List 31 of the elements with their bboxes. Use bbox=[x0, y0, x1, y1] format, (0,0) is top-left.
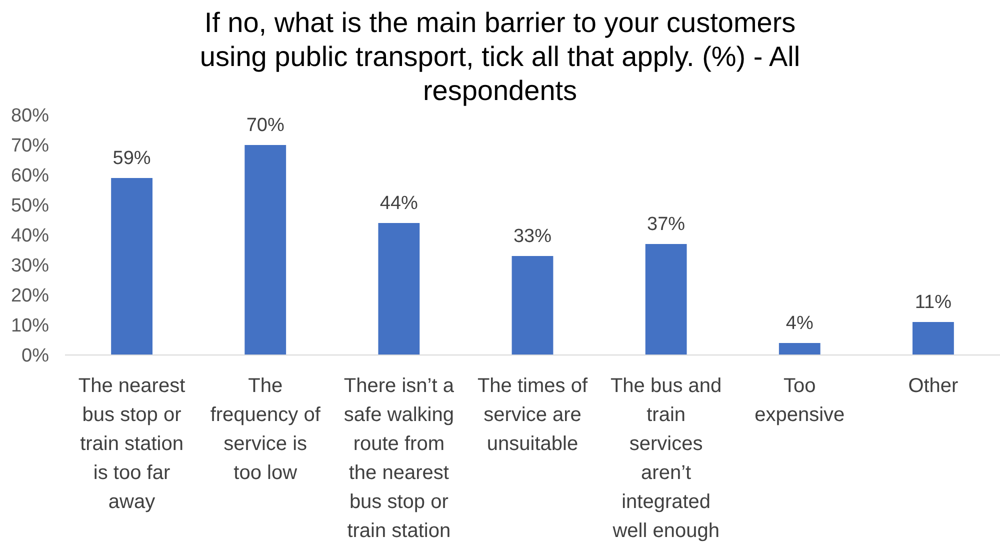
y-tick-label: 80% bbox=[10, 106, 50, 127]
y-tick-label: 20% bbox=[10, 286, 50, 307]
bar bbox=[244, 145, 286, 355]
bar bbox=[645, 244, 687, 355]
x-tick-label: The nearest bus stop or train station is too far away bbox=[78, 375, 186, 513]
data-label: 37% bbox=[647, 214, 686, 235]
data-label: 44% bbox=[380, 193, 418, 214]
y-tick-label: 0% bbox=[22, 346, 50, 367]
bar bbox=[111, 178, 152, 355]
x-tick-label: The frequency of service is too low bbox=[210, 375, 321, 484]
x-tick-label: There isn’t a safe walking route from the nearest bus stop or train station bbox=[344, 375, 455, 542]
chart-title: If no, what is the main barrier to your customers using public transport, tick all that apply. (%) - All respondents bbox=[200, 7, 800, 106]
y-tick-label: 30% bbox=[10, 256, 50, 277]
bar bbox=[912, 322, 954, 355]
data-label: 11% bbox=[914, 292, 952, 313]
y-tick-label: 50% bbox=[10, 196, 50, 217]
data-label: 59% bbox=[112, 148, 151, 169]
bar bbox=[378, 223, 420, 355]
bar bbox=[512, 256, 554, 355]
y-tick-label: 60% bbox=[10, 166, 50, 187]
bar bbox=[778, 343, 820, 355]
y-tick-label: 40% bbox=[10, 226, 50, 247]
x-tick-label: Too expensive bbox=[754, 375, 845, 426]
data-label: 4% bbox=[786, 313, 814, 334]
y-tick-label: 70% bbox=[10, 136, 50, 157]
y-tick-label: 10% bbox=[10, 316, 50, 337]
data-label: 70% bbox=[246, 115, 284, 136]
x-tick-label: Other bbox=[908, 375, 959, 397]
x-tick-label: The times of service are unsuitable bbox=[477, 375, 588, 455]
data-label: 33% bbox=[513, 226, 552, 247]
x-tick-label: The bus and train services aren’t integrated well enough bbox=[610, 375, 722, 542]
